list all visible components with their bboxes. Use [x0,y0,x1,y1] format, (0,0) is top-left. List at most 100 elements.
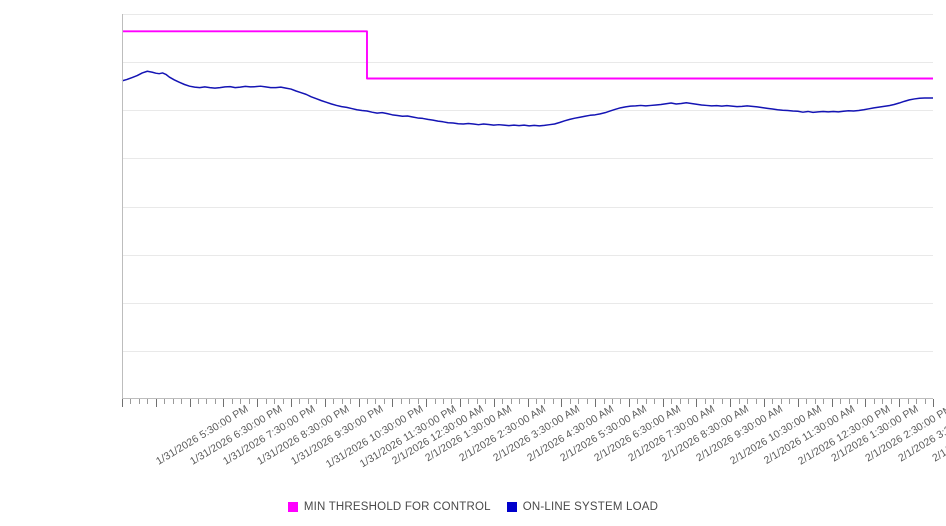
x-axis-minor-tick [214,399,216,404]
x-axis-major-tick [662,399,664,407]
x-axis-minor-tick [333,399,335,404]
x-axis-minor-tick [274,399,276,404]
x-axis-minor-tick [620,399,622,404]
x-axis-minor-tick [721,399,723,404]
x-axis-major-tick [223,399,225,407]
x-axis-major-tick [189,399,191,407]
x-axis-minor-tick [882,399,884,404]
x-axis-minor-tick [417,399,419,404]
x-axis-major-tick [628,399,630,407]
x-axis-minor-tick [856,399,858,404]
x-axis-major-tick [324,399,326,407]
legend-color-swatch [287,502,298,512]
x-axis-minor-tick [924,399,926,404]
x-axis-major-tick [899,399,901,407]
x-axis-minor-tick [375,399,377,404]
x-axis-minor-tick [772,399,774,404]
x-axis-minor-tick [164,399,166,404]
x-axis-major-tick [696,399,698,407]
x-axis-minor-tick [147,399,149,404]
y-axis-line [122,14,123,399]
x-axis-minor-tick [688,399,689,404]
x-axis-minor-tick [823,399,825,404]
gridline [122,110,933,112]
x-axis-major-tick [730,399,732,407]
gridline [122,254,933,256]
x-axis-minor-tick [645,399,647,404]
x-axis-major-tick [865,399,867,407]
x-axis-major-tick [392,399,394,407]
x-axis-minor-tick [569,399,571,404]
x-axis-major-tick [764,399,766,407]
x-axis-minor-tick [873,399,875,404]
x-axis-minor-tick [747,399,749,404]
x-axis-minor-tick [552,399,554,404]
x-axis-minor-tick [586,399,588,404]
x-axis-line [122,398,933,399]
x-axis-major-tick [797,399,799,407]
x-axis-major-tick [527,399,529,407]
x-axis-minor-tick [299,399,301,404]
x-axis-major-tick [257,399,259,407]
gridline [122,206,933,208]
x-axis-minor-tick [451,399,453,404]
x-axis-minor-tick [206,399,208,404]
x-axis-minor-tick [578,399,580,404]
x-axis-minor-tick [535,399,537,404]
series-line [122,71,933,126]
x-axis-minor-tick [350,399,352,404]
x-axis-minor-tick [366,399,368,404]
x-axis-minor-tick [231,399,233,404]
x-axis-minor-tick [307,399,309,404]
x-axis-minor-tick [738,399,740,404]
gridline [122,302,933,304]
series-line [122,31,933,78]
x-axis-minor-tick [316,399,318,404]
x-axis-minor-tick [265,399,267,404]
x-axis-minor-tick [282,399,284,404]
x-axis-major-tick [290,399,292,407]
x-axis-major-tick [561,399,563,407]
x-axis-minor-tick [755,399,757,404]
gridline [122,62,933,64]
x-axis-minor-tick [907,399,909,404]
gridline [122,14,933,15]
x-axis-minor-tick [502,399,504,404]
x-axis-major-tick [595,399,597,407]
x-axis-minor-tick [789,399,791,404]
x-axis-minor-tick [713,399,715,404]
x-axis-minor-tick [806,399,808,404]
x-axis-minor-tick [434,399,436,404]
x-axis-minor-tick [341,399,343,404]
x-axis-minor-tick [840,399,842,404]
x-axis-minor-tick [654,399,656,404]
x-axis-minor-tick [476,399,478,404]
x-axis-major-tick [933,399,934,407]
x-axis-minor-tick [198,399,200,404]
x-axis-major-tick [831,399,833,407]
legend-label: ON-LINE SYSTEM LOAD [522,501,659,513]
x-axis-minor-tick [519,399,521,404]
x-axis-minor-tick [603,399,605,404]
x-axis-minor-tick [544,399,546,404]
x-axis-minor-tick [172,399,174,404]
legend-entry[interactable]: ON-LINE SYSTEM LOAD [506,501,659,513]
x-axis-minor-tick [671,399,673,404]
x-axis-major-tick [459,399,461,407]
x-axis-minor-tick [890,399,892,404]
legend-entry[interactable]: MIN THRESHOLD FOR CONTROL [287,501,491,513]
x-axis-minor-tick [916,399,918,404]
x-axis-minor-tick [400,399,402,404]
x-axis-minor-tick [637,399,639,404]
x-axis-minor-tick [780,399,782,404]
x-axis-major-tick [155,399,157,407]
x-axis-minor-tick [468,399,470,404]
x-axis-minor-tick [443,399,445,404]
x-axis-major-tick [426,399,428,407]
x-axis-minor-tick [248,399,250,404]
x-axis-minor-tick [814,399,816,404]
x-axis-minor-tick [510,399,512,404]
x-axis-tick-labels: 1/31/2026 5:30:00 PM 1/31/2026 6:30:00 PM… [0,399,946,491]
x-axis-minor-tick [240,399,242,404]
